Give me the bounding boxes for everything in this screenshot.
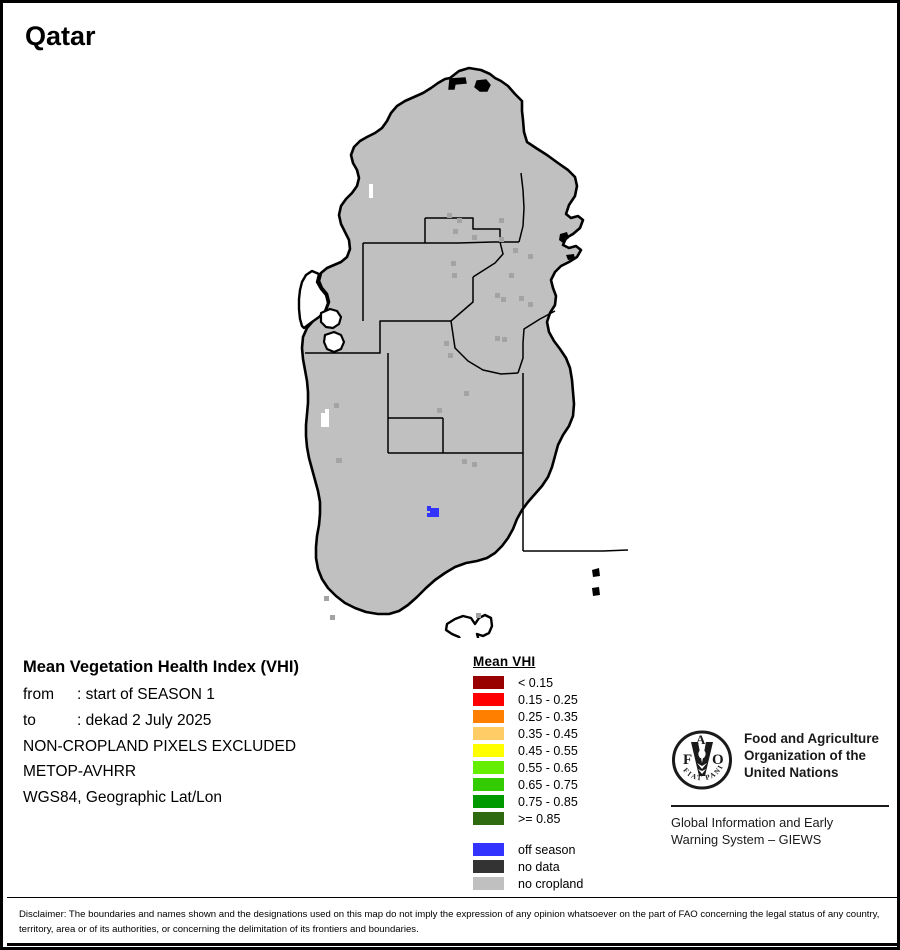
east-island-1 bbox=[559, 232, 569, 243]
info-row-sensor: METOP-AVHRR bbox=[23, 763, 137, 781]
legend-item[interactable]: 0.15 - 0.25 bbox=[473, 691, 583, 708]
admin-boundary-al-wakrah-east bbox=[517, 310, 556, 374]
legend-label: off season bbox=[518, 842, 576, 857]
legend-label: 0.55 - 0.65 bbox=[518, 760, 578, 775]
off-season-pixel bbox=[427, 506, 439, 517]
legend-label: no data bbox=[518, 859, 560, 874]
map-legend: Mean VHI < 0.15 0.15 - 0.25 0.25 - 0.35 … bbox=[473, 654, 583, 892]
giews-line-1: Global Information and Early bbox=[671, 815, 834, 830]
northwest-island-1 bbox=[319, 307, 343, 330]
info-from-value: : start of SEASON 1 bbox=[77, 685, 215, 703]
legend-item[interactable]: 0.65 - 0.75 bbox=[473, 776, 583, 793]
legend-item[interactable]: 0.55 - 0.65 bbox=[473, 759, 583, 776]
legend-item[interactable]: 0.45 - 0.55 bbox=[473, 742, 583, 759]
legend-item-no-cropland[interactable]: no cropland bbox=[473, 875, 583, 892]
giews-system-name: Global Information and Early Warning Sys… bbox=[671, 815, 889, 848]
info-row-projection: WGS84, Geographic Lat/Lon bbox=[23, 789, 223, 807]
southeast-island-2 bbox=[592, 587, 600, 596]
legend-label: >= 0.85 bbox=[518, 811, 561, 826]
legend-label: 0.25 - 0.35 bbox=[518, 709, 578, 724]
legend-item[interactable]: < 0.15 bbox=[473, 674, 583, 691]
legend-label: 0.45 - 0.55 bbox=[518, 743, 578, 758]
admin-boundary-al-daayen bbox=[472, 241, 504, 278]
info-row-from: from : start of SEASON 1 bbox=[23, 686, 453, 704]
info-to-label: to bbox=[23, 711, 36, 729]
legend-swatch bbox=[473, 693, 504, 706]
admin-boundary-ash-shamal bbox=[363, 241, 519, 244]
legend-swatch bbox=[473, 860, 504, 873]
legend-item[interactable]: 0.35 - 0.45 bbox=[473, 725, 583, 742]
qatar-landmass bbox=[297, 66, 600, 638]
admin-boundary-al-khor bbox=[518, 172, 525, 243]
admin-boundary-southeast bbox=[523, 549, 629, 552]
legend-item-off-season[interactable]: off season bbox=[473, 841, 583, 858]
no-cropland-pixels bbox=[324, 213, 533, 620]
legend-item-no-data[interactable]: no data bbox=[473, 858, 583, 875]
fao-divider bbox=[671, 805, 889, 807]
info-from-label: from bbox=[23, 685, 54, 703]
legend-swatch bbox=[473, 877, 504, 890]
bottom-divider bbox=[7, 943, 897, 946]
legend-label: 0.35 - 0.45 bbox=[518, 726, 578, 741]
fao-logo-icon: F A O FIAT PANIS bbox=[668, 723, 733, 796]
legend-swatch bbox=[473, 778, 504, 791]
legend-label: < 0.15 bbox=[518, 675, 554, 690]
legend-swatch bbox=[473, 710, 504, 723]
legend-item[interactable]: 0.25 - 0.35 bbox=[473, 708, 583, 725]
legend-label: no cropland bbox=[518, 876, 584, 891]
legend-item[interactable]: >= 0.85 bbox=[473, 810, 583, 827]
info-title: Mean Vegetation Health Index (VHI) bbox=[23, 658, 299, 676]
legend-title: Mean VHI bbox=[473, 654, 536, 669]
legend-swatch bbox=[473, 761, 504, 774]
legend-swatch bbox=[473, 812, 504, 825]
khor-al-udeid-bay bbox=[444, 613, 494, 638]
legend-label: 0.75 - 0.85 bbox=[518, 794, 578, 809]
admin-boundary-doha bbox=[450, 277, 474, 322]
fao-org-line-3: United Nations bbox=[744, 764, 839, 780]
fao-branding: F A O FIAT PANIS Food and Agriculture Or… bbox=[668, 723, 889, 848]
white-gap-pixels bbox=[321, 184, 373, 427]
info-row-note: NON-CROPLAND PIXELS EXCLUDED bbox=[23, 737, 297, 755]
legend-swatch bbox=[473, 676, 504, 689]
map-canvas[interactable] bbox=[3, 58, 897, 638]
north-island-2 bbox=[474, 79, 491, 92]
southeast-island bbox=[592, 568, 600, 577]
disclaimer-text: Disclaimer: The boundaries and names sho… bbox=[19, 909, 880, 935]
east-island-2 bbox=[566, 254, 575, 260]
legend-item[interactable]: 0.75 - 0.85 bbox=[473, 793, 583, 810]
fao-organization-name: Food and Agriculture Organization of the… bbox=[744, 729, 879, 781]
legend-swatch bbox=[473, 843, 504, 856]
legend-swatch bbox=[473, 727, 504, 740]
north-island bbox=[448, 77, 467, 90]
map-info-block: Mean Vegetation Health Index (VHI) from:… bbox=[23, 658, 453, 815]
giews-line-2: Warning System – GIEWS bbox=[671, 831, 822, 847]
admin-boundary-al-rayyan-west bbox=[305, 320, 451, 354]
qatar-outline bbox=[300, 66, 585, 616]
disclaimer-divider bbox=[7, 897, 897, 898]
svg-text:A: A bbox=[696, 732, 706, 747]
legend-label: 0.65 - 0.75 bbox=[518, 777, 578, 792]
info-to-value: : dekad 2 July 2025 bbox=[77, 711, 212, 729]
legend-label: 0.15 - 0.25 bbox=[518, 692, 578, 707]
legend-spacer bbox=[473, 827, 583, 841]
info-row-to: to : dekad 2 July 2025 bbox=[23, 712, 453, 730]
svg-text:O: O bbox=[712, 752, 724, 768]
admin-boundary-al-wakrah-north bbox=[450, 320, 519, 375]
fao-org-line-1: Food and Agriculture bbox=[744, 731, 879, 746]
page-title: Qatar bbox=[25, 21, 96, 51]
svg-text:F: F bbox=[683, 752, 692, 768]
northwest-island-2 bbox=[322, 330, 346, 354]
legend-swatch bbox=[473, 795, 504, 808]
legend-swatch bbox=[473, 744, 504, 757]
fao-org-line-2: Organization of the bbox=[744, 747, 866, 763]
